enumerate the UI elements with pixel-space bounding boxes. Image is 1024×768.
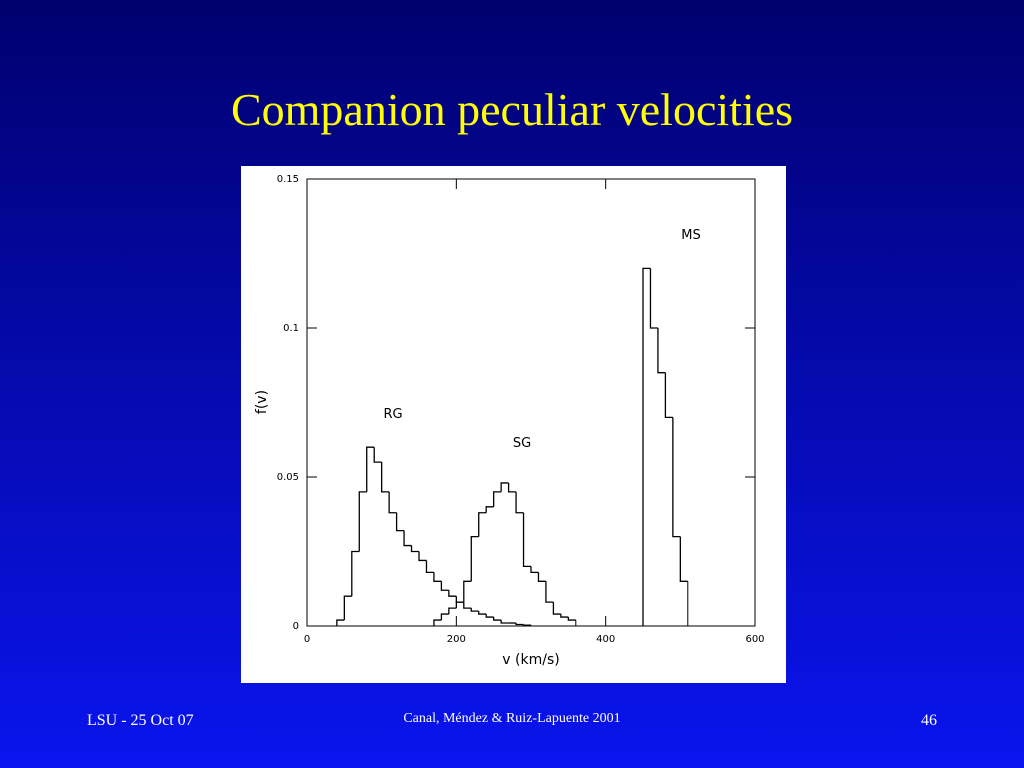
histogram-step: [522, 624, 531, 626]
footer-left: LSU - 25 Oct 07: [87, 712, 194, 729]
histogram-step: [470, 608, 479, 612]
histogram-step: [418, 551, 427, 562]
histogram-step: [373, 447, 382, 463]
x-tick-label: 0: [304, 634, 310, 645]
x-tick-label: 200: [447, 634, 466, 645]
histogram-step: [358, 491, 367, 552]
histogram-step: [351, 550, 360, 597]
x-tick-label: 600: [745, 634, 764, 645]
histogram-step: [433, 572, 442, 582]
histogram-step: [560, 614, 569, 618]
histogram-step: [336, 619, 345, 626]
histogram-step: [478, 611, 487, 615]
histogram-step: [657, 328, 666, 374]
histogram-step: [448, 590, 457, 597]
histogram-step: [455, 601, 464, 609]
histogram-step: [679, 536, 688, 582]
histogram-step: [552, 602, 561, 615]
histogram-step: [515, 623, 524, 626]
histogram-step: [530, 566, 539, 574]
histogram-step: [388, 491, 397, 514]
footer-right: 46: [921, 712, 937, 729]
histogram-step: [507, 482, 517, 493]
histogram-step: [478, 512, 487, 537]
histogram-step: [493, 617, 502, 621]
histogram-step: [470, 535, 479, 582]
histogram-step: [440, 613, 449, 621]
series-label: RG: [383, 407, 402, 422]
y-tick-label: 0.05: [277, 472, 299, 483]
histogram-step: [463, 602, 472, 609]
histogram-step: [485, 614, 494, 618]
y-axis-label: f(v): [254, 390, 270, 414]
histogram-step: [537, 572, 546, 582]
histogram-step: [500, 620, 509, 624]
histogram-step: [485, 506, 494, 513]
series-label: SG: [513, 436, 531, 451]
histogram-step: [567, 617, 576, 621]
histogram-step: [343, 595, 352, 621]
y-tick-label: 0.1: [283, 323, 299, 334]
histogram-step: [545, 581, 554, 603]
histogram-step: [448, 607, 457, 615]
histogram-step: [664, 372, 673, 419]
y-tick-label: 0: [293, 621, 299, 632]
histogram-step: [366, 446, 375, 492]
footer-center: Canal, Méndez & Ruiz-Lapuente 2001: [403, 711, 620, 726]
histogram-step: [410, 545, 419, 553]
histogram-step: [463, 580, 472, 603]
histogram-step: [395, 512, 405, 532]
histogram-step: [500, 482, 509, 492]
slide-title: Companion peculiar velocities: [231, 84, 793, 135]
histogram-step: [425, 560, 434, 574]
histogram-step: [493, 491, 502, 507]
histogram-step: [515, 491, 524, 514]
histogram-step: [381, 462, 390, 493]
chart-panel: [241, 166, 786, 683]
x-tick-label: 400: [596, 634, 615, 645]
histogram-step: [642, 267, 651, 626]
histogram-step: [440, 581, 449, 591]
histogram-step: [649, 268, 658, 329]
histogram-step: [433, 619, 442, 626]
y-tick-label: 0.15: [277, 174, 299, 185]
series-label: MS: [681, 228, 700, 243]
histogram-step: [522, 512, 531, 568]
histogram-step: [403, 530, 412, 547]
x-axis-label: v (km/s): [502, 652, 559, 668]
histogram-step: [672, 417, 681, 538]
